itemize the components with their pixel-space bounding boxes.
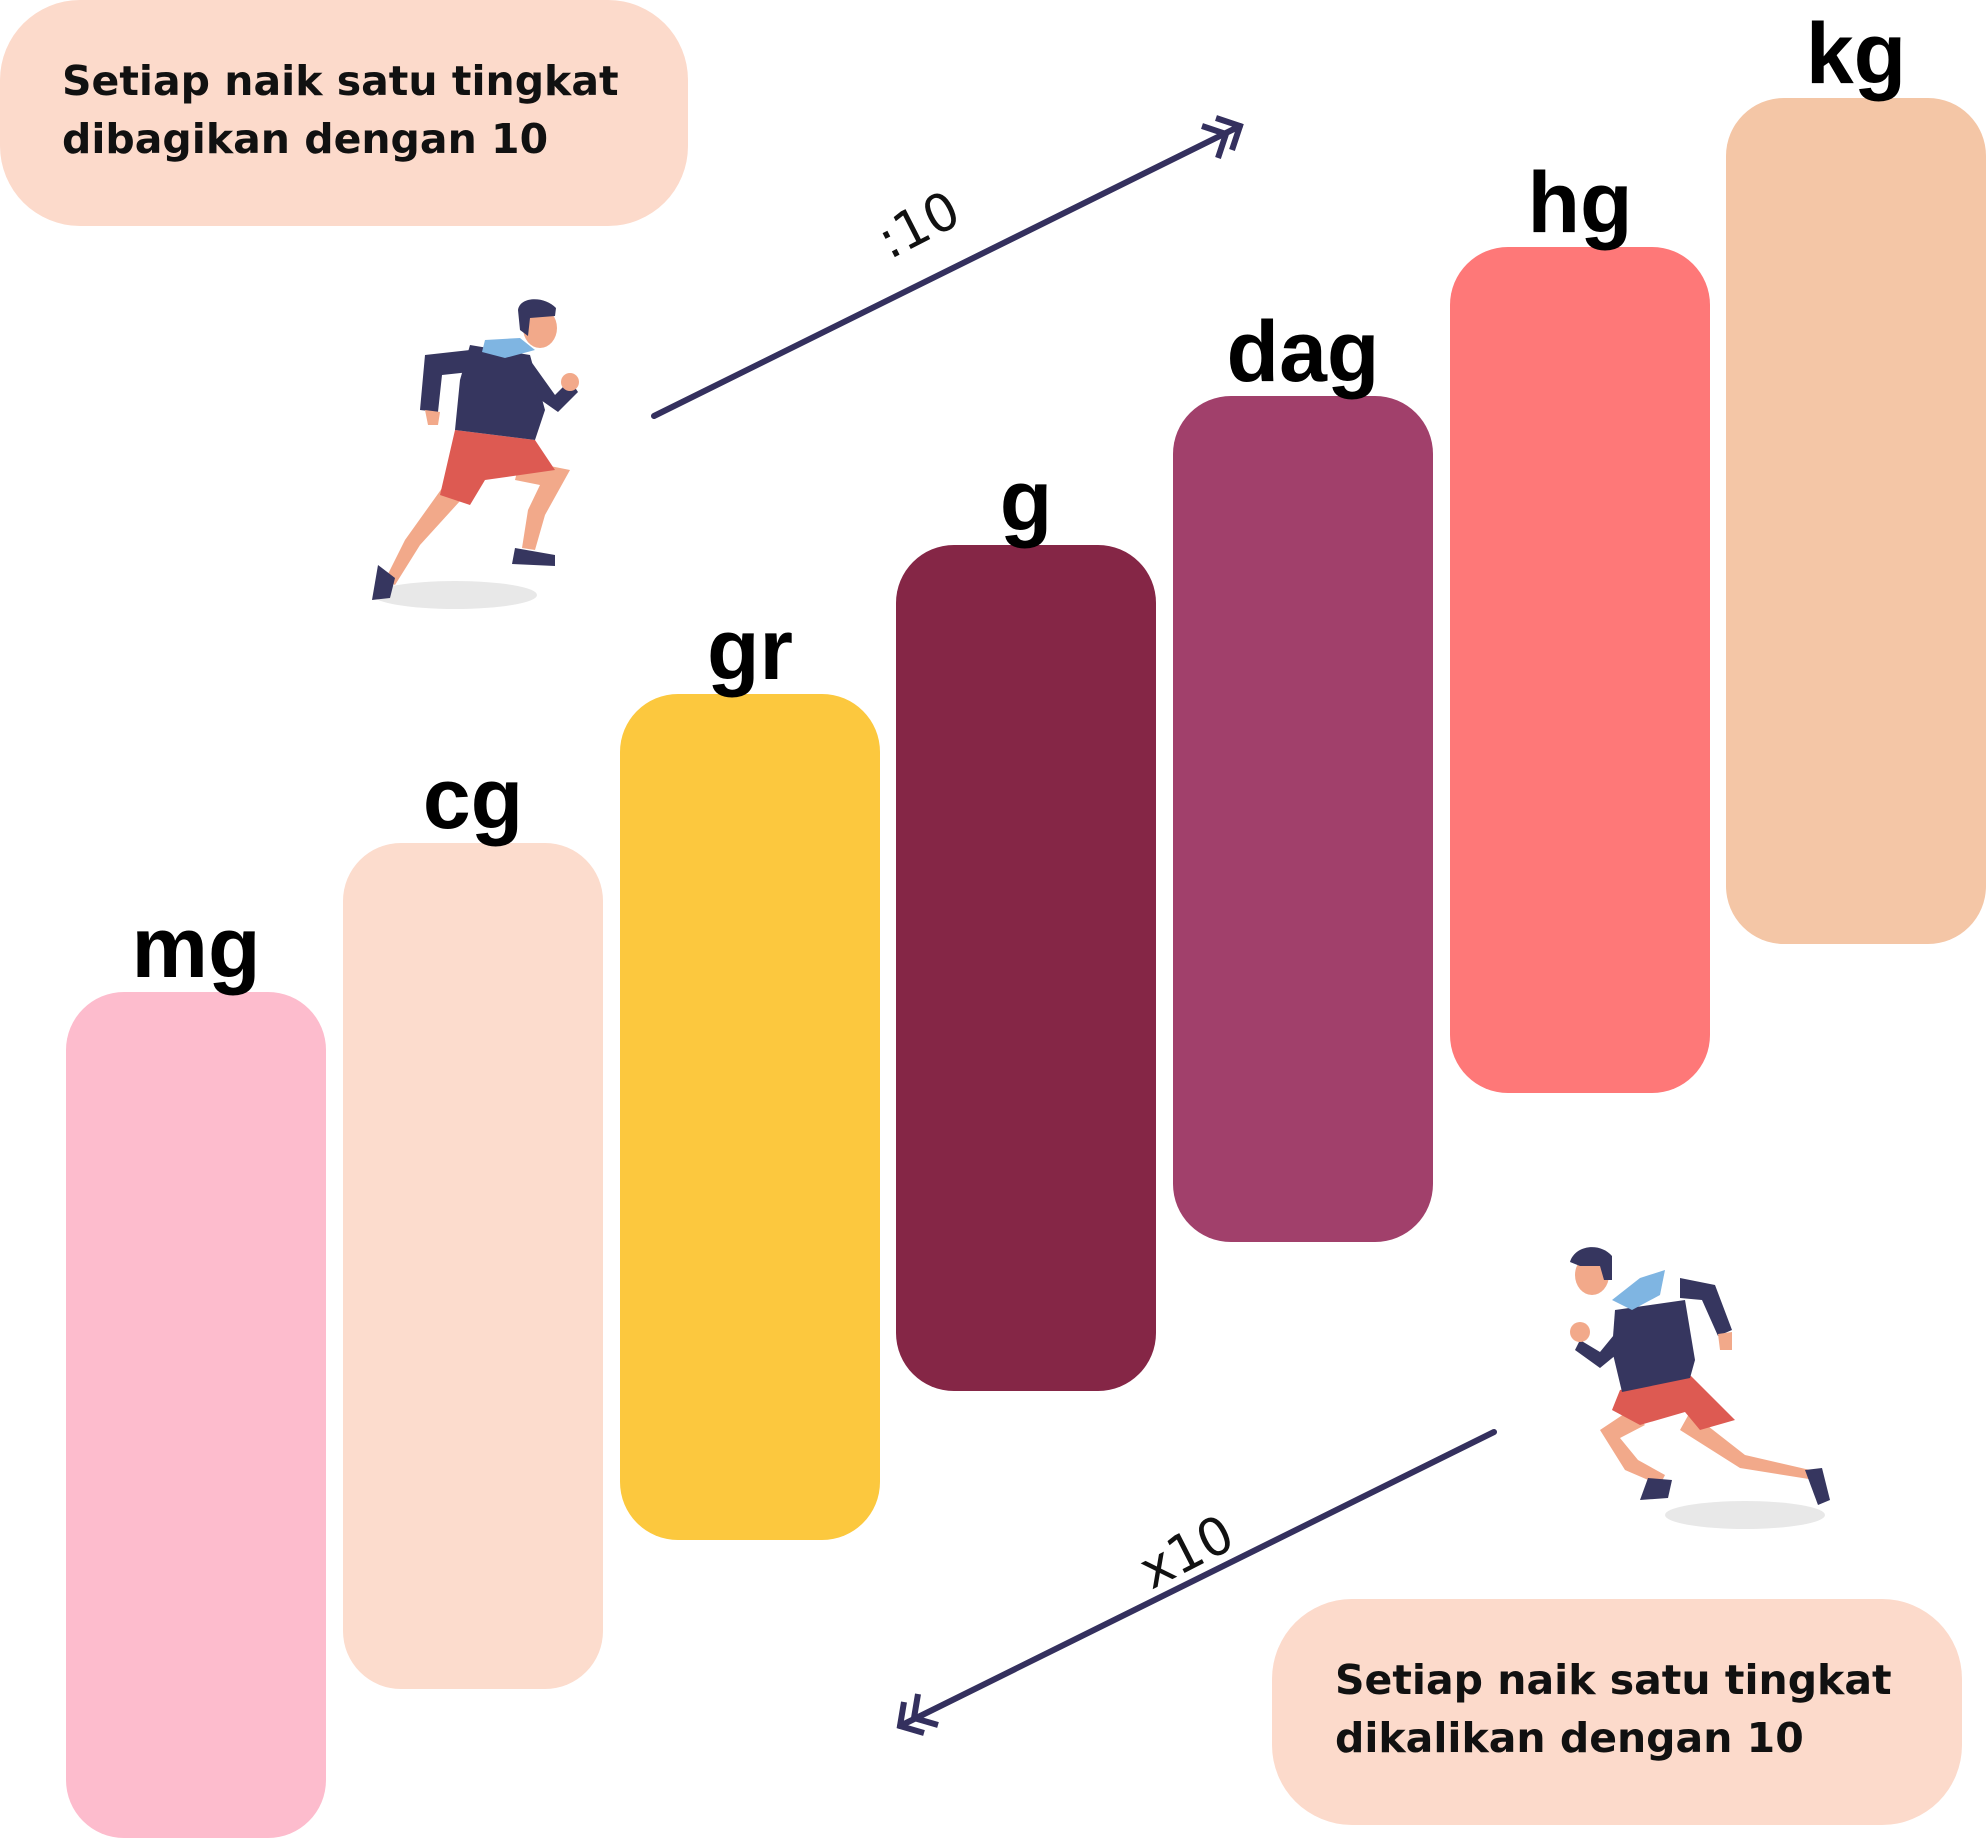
double-arrow-icon-up (651, 115, 1244, 419)
unit-label-g: g (999, 453, 1053, 549)
bar-g (896, 545, 1156, 1391)
note-multiply-line2: dikalikan dengan 10 (1335, 1714, 1804, 1762)
unit-label-cg: cg (422, 751, 524, 847)
bar-dag (1173, 396, 1433, 1242)
note-multiply-line1: Setiap naik satu tingkat (1335, 1656, 1892, 1704)
unit-label-gr: gr (707, 602, 793, 698)
runner-icon-top (372, 299, 579, 609)
bar-gr (620, 694, 880, 1540)
unit-label-kg: kg (1805, 6, 1907, 102)
unit-label-mg: mg (131, 900, 261, 996)
bar-kg (1726, 98, 1986, 944)
bar-mg (66, 992, 326, 1838)
unit-label-dag: dag (1226, 304, 1380, 400)
note-divide-line1: Setiap naik satu tingkat (62, 57, 619, 105)
unit-label-hg: hg (1527, 155, 1633, 251)
note-divide: Setiap naik satu tingkat dibagikan denga… (0, 0, 688, 226)
note-divide-line2: dibagikan dengan 10 (62, 115, 549, 163)
note-multiply: Setiap naik satu tingkat dikalikan denga… (1272, 1599, 1962, 1825)
double-arrow-icon-down (896, 1429, 1497, 1736)
bar-hg (1450, 247, 1710, 1093)
bar-cg (343, 843, 603, 1689)
runner-icon-bottom (1570, 1247, 1830, 1529)
